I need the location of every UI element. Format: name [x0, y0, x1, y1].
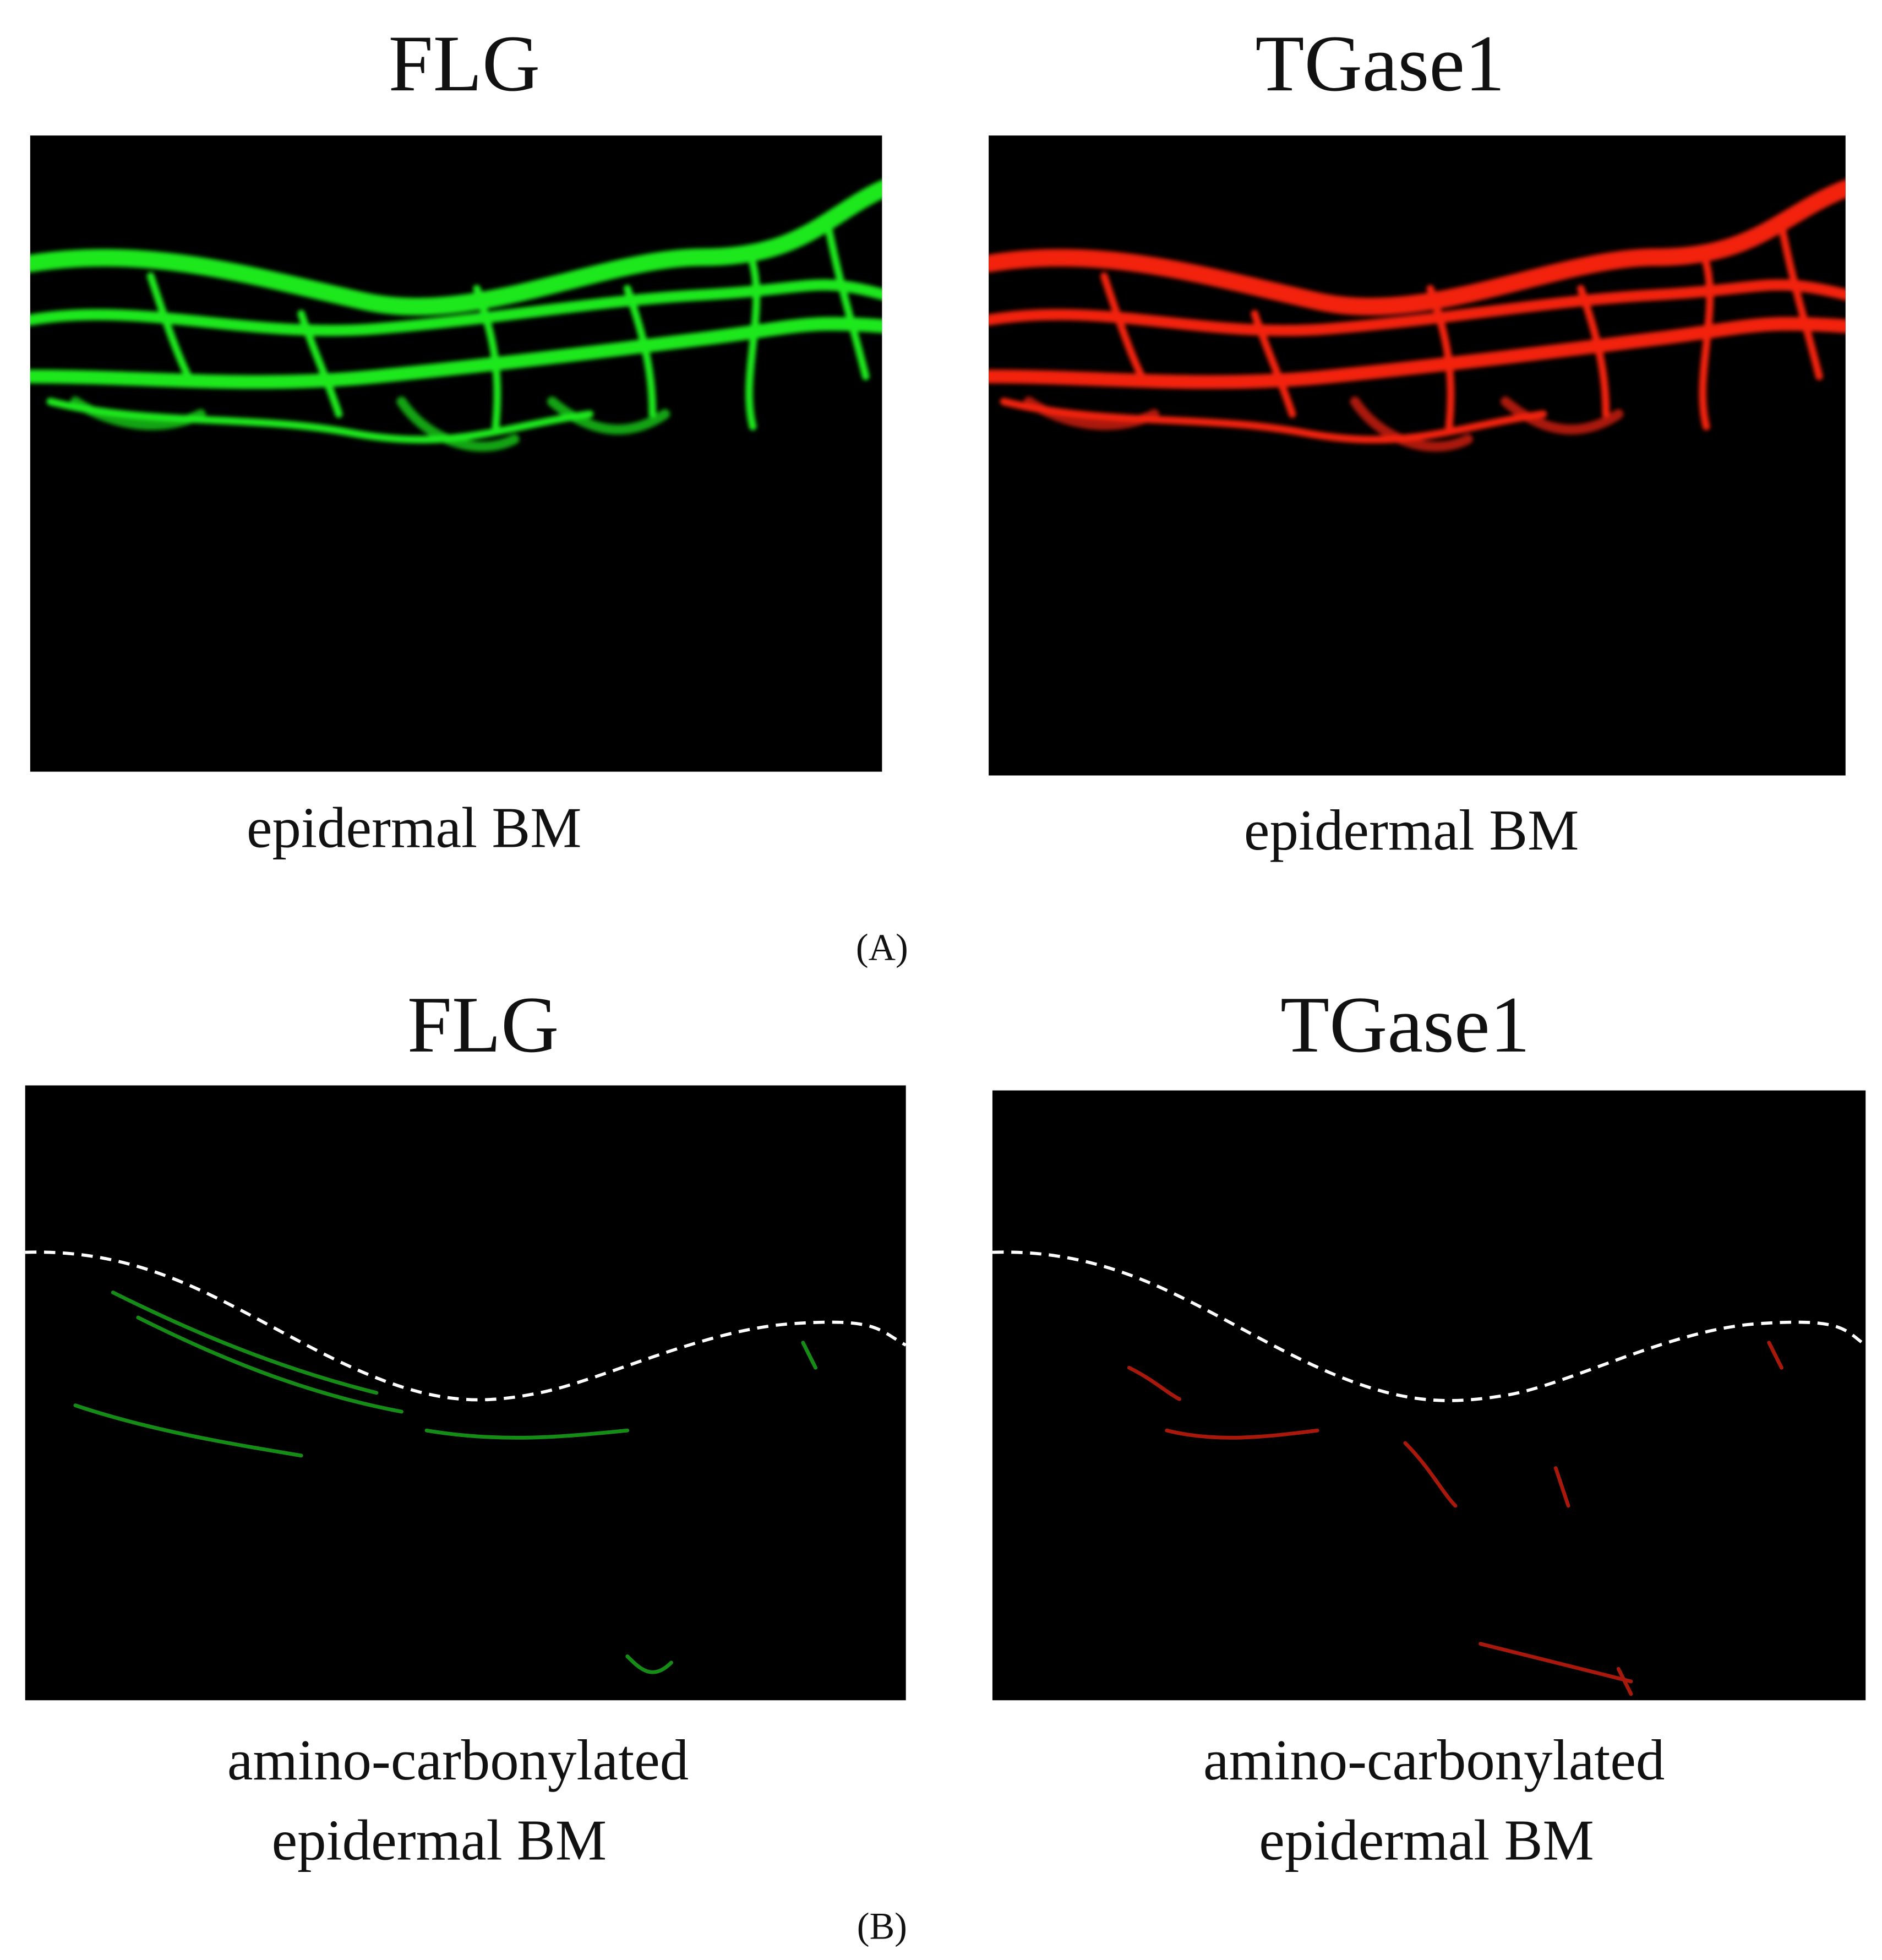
image-caption: epidermal BM [272, 1809, 607, 1872]
micrograph [25, 1085, 906, 1701]
image-caption: epidermal BM [1244, 798, 1579, 862]
micrograph [30, 135, 882, 772]
micrograph [992, 1090, 1866, 1701]
stain [73, 1291, 818, 1674]
panel-label: (A) [856, 927, 908, 968]
image-title: TGase1 [1280, 980, 1530, 1069]
micrograph [989, 135, 1846, 776]
image-title: FLG [407, 980, 559, 1069]
image-title: FLG [389, 19, 541, 108]
image-caption: amino-carbonylated [1203, 1728, 1665, 1792]
stain [1127, 1341, 1783, 1696]
image-caption: epidermal BM [247, 796, 581, 859]
image-caption: epidermal BM [1259, 1809, 1594, 1872]
image-title: TGase1 [1255, 19, 1505, 108]
stain [30, 179, 882, 452]
boundary-line [992, 1250, 1867, 1402]
boundary-line [25, 1250, 907, 1402]
panel-label: (B) [857, 1905, 907, 1947]
image-caption: amino-carbonylated [227, 1728, 689, 1792]
stain [989, 179, 1846, 452]
